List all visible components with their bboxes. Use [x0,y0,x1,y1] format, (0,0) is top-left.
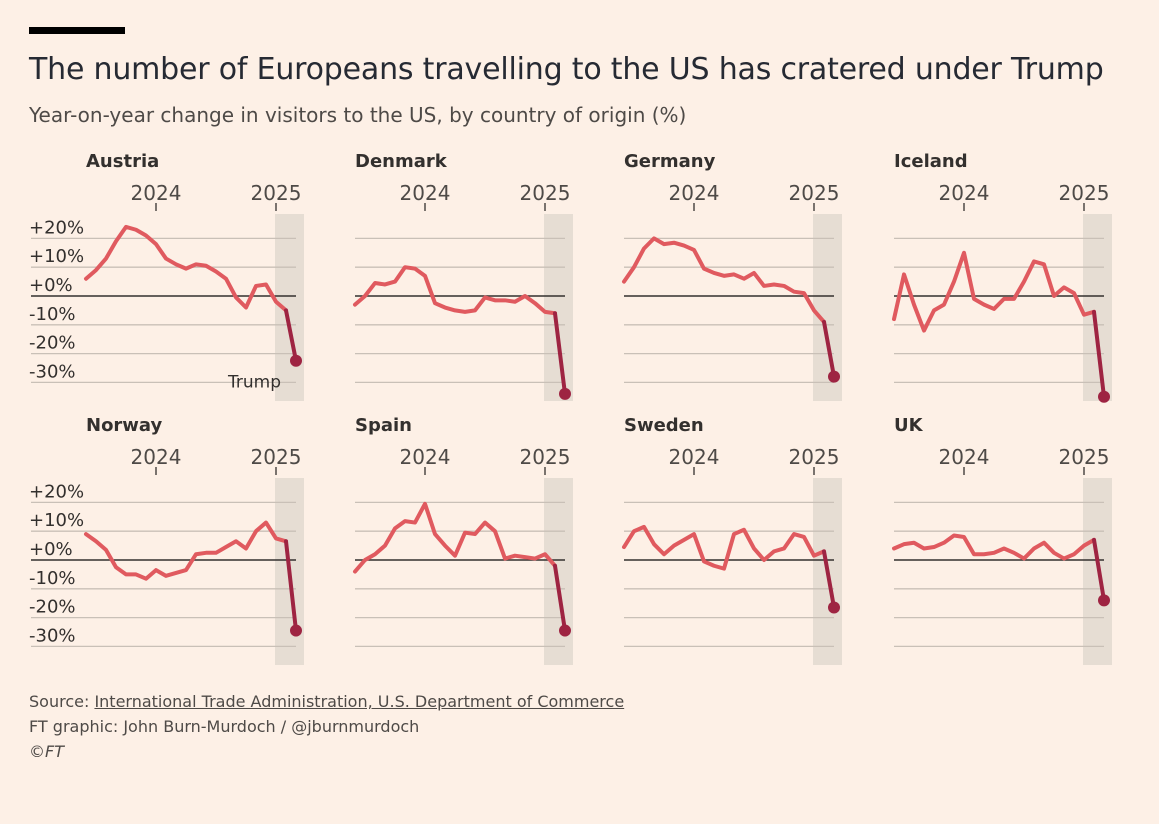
latest-point [290,354,302,367]
panel-uk: UK 2024 2025 [892,415,1112,665]
y-tick-label: -30% [29,361,76,382]
y-tick-label: +10% [29,510,84,531]
x-tick-label: 2024 [400,181,451,205]
panel-title: Spain [355,415,412,436]
y-tick-label: +20% [29,481,84,502]
x-tick-label: 2024 [939,445,990,469]
series-line [84,224,288,313]
trump-period-shade [1083,214,1112,401]
y-tick-label: -30% [29,625,76,646]
y-tick-label: -10% [29,304,76,325]
x-tick-label: 2024 [400,445,451,469]
y-tick-label: +10% [29,246,84,267]
panel-spain: Spain 2024 2025 [353,415,573,665]
series-line [84,520,288,581]
source-link[interactable]: International Trade Administration, U.S.… [94,692,625,711]
series-line [892,250,1096,333]
trump-segment [284,308,298,363]
x-tick-label: 2025 [251,445,302,469]
latest-point [290,624,302,637]
latest-point [828,601,840,614]
trump-segment [553,311,567,396]
panel-norway: +20% +10% +0% -10% -20% -30% Norway 2024 2025 [29,415,304,665]
trump-segment [284,539,298,633]
y-tick-label: -20% [29,333,76,354]
trump-segment [822,319,836,379]
trump-period-shade [813,214,842,401]
series-line [622,524,826,571]
series-line [892,533,1096,561]
series-line [353,501,557,574]
trump-segment [553,563,567,633]
latest-point [559,624,571,637]
panel-sweden: Sweden 2024 2025 [622,415,842,665]
trump-annotation: Trump [227,372,281,392]
panel-germany: Germany 2024 2025 [622,151,842,401]
trump-segment [1092,537,1106,603]
series-line [622,236,826,324]
latest-point [1098,594,1110,607]
x-tick-label: 2024 [669,181,720,205]
x-tick-label: 2024 [939,181,990,205]
panel-title: Iceland [894,151,968,172]
panel-title: Sweden [624,415,704,436]
x-tick-label: 2025 [1059,181,1110,205]
x-tick-label: 2024 [131,445,182,469]
copyright: ©FT [29,742,64,761]
source-line: Source: International Trade Administrati… [29,692,624,711]
trump-period-shade [544,478,573,665]
trump-segment [1092,309,1106,399]
y-tick-label: -10% [29,568,76,589]
credit-line: FT graphic: John Burn-Murdoch / @jburnmu… [29,717,420,736]
latest-point [559,387,571,400]
x-tick-label: 2025 [520,181,571,205]
x-tick-label: 2024 [669,445,720,469]
trump-period-shade [544,214,573,401]
trump-segment [822,549,836,610]
panel-austria: +20% +10% +0% -10% -20% -30% Austria 2024 2025 Tr… [29,151,304,401]
series-line [353,265,557,316]
panel-denmark: Denmark 2024 2025 [353,151,573,401]
x-tick-label: 2024 [131,181,182,205]
y-tick-label: +0% [29,275,73,296]
chart-subtitle: Year-on-year change in visitors to the U… [29,103,687,127]
panel-title: Austria [86,151,159,172]
source-label: Source: [29,692,95,711]
y-tick-label: +0% [29,539,73,560]
panel-title: Denmark [355,151,448,172]
x-tick-label: 2025 [789,181,840,205]
panel-iceland: Iceland 2024 2025 [892,151,1112,403]
y-tick-label: +20% [29,217,84,238]
ft-brand-bar [29,27,125,34]
x-tick-label: 2025 [789,445,840,469]
latest-point [1098,390,1110,403]
x-tick-label: 2025 [1059,445,1110,469]
panel-title: Norway [86,415,163,436]
latest-point [828,370,840,383]
panel-title: UK [894,415,924,436]
x-tick-label: 2025 [251,181,302,205]
y-tick-label: -20% [29,597,76,618]
panel-title: Germany [624,151,716,172]
chart-title: The number of Europeans travelling to th… [29,52,1104,87]
x-tick-label: 2025 [520,445,571,469]
